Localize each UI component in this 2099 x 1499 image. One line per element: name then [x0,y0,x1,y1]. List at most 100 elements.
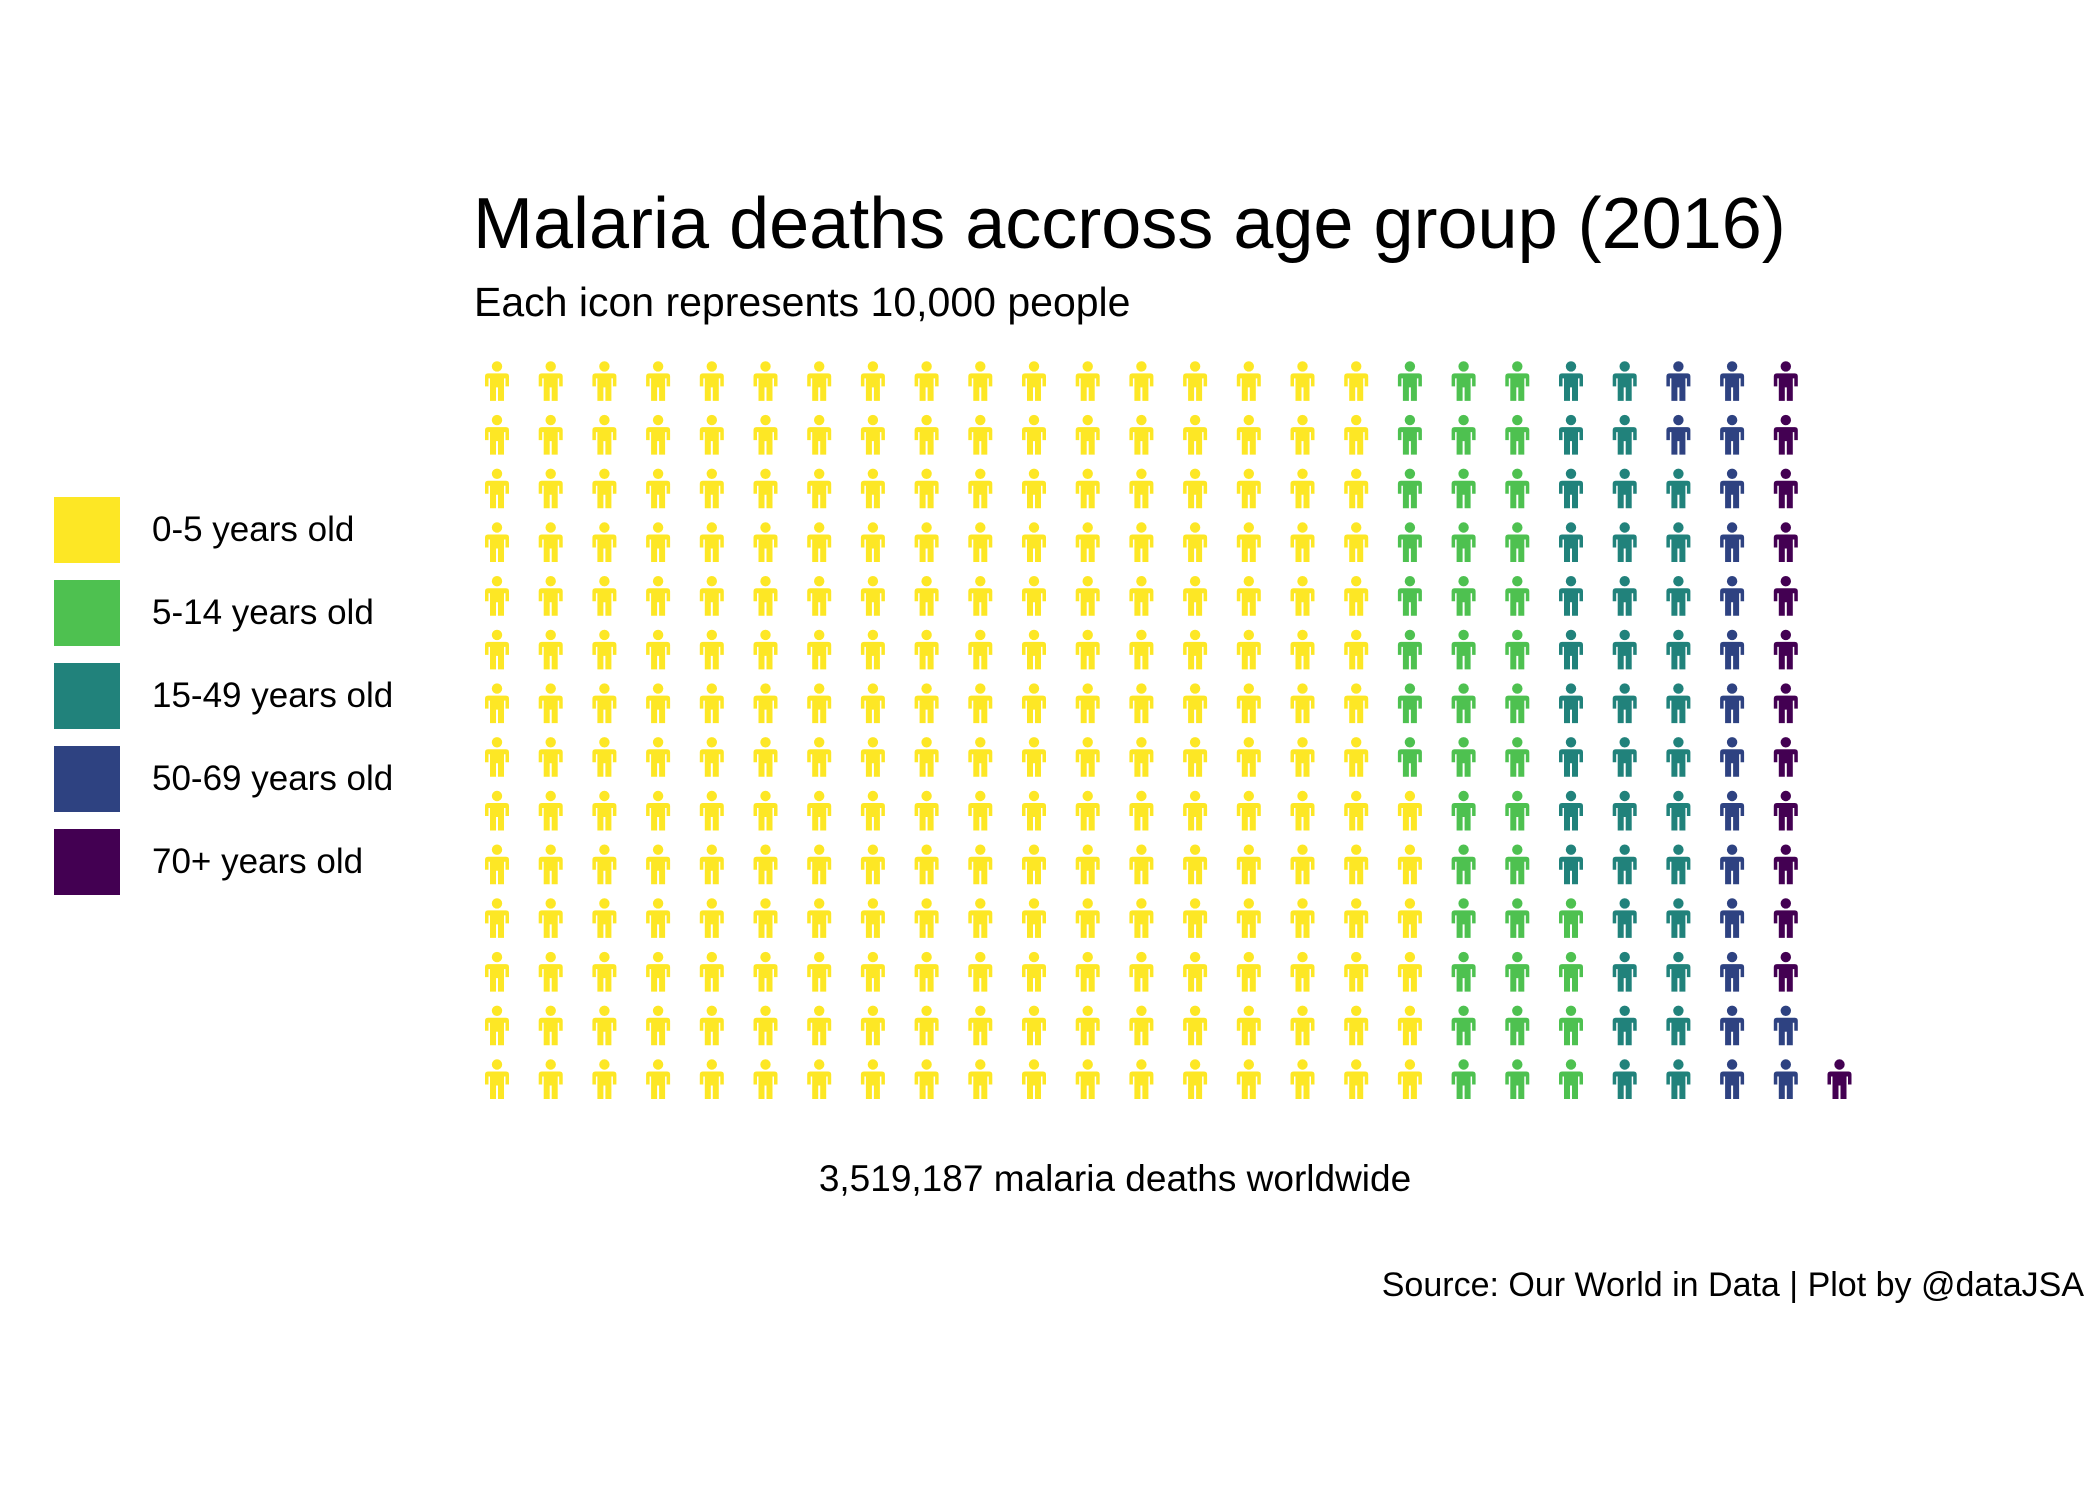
person-icon [807,468,832,509]
person-icon [1505,790,1530,831]
person-icon [914,414,939,455]
person-icon [1236,844,1261,885]
person-icon [1505,898,1530,938]
person-icon [1129,951,1154,992]
legend-swatch [54,580,120,646]
person-icon [1236,1059,1261,1099]
person-icon [485,414,509,455]
legend-label: 50-69 years old [152,759,394,798]
person-icon [1773,737,1798,777]
person-icon [1559,361,1583,401]
person-icon [699,951,724,992]
person-icon [1236,414,1261,455]
person-icon [485,844,509,885]
person-icon [1236,683,1261,724]
person-icon [914,844,939,885]
person-icon [1075,522,1100,562]
person-icon [1773,844,1798,885]
person-icon [485,361,509,401]
person-icon [914,576,939,616]
person-icon [860,468,885,509]
person-icon [1183,1005,1208,1046]
person-icon [1451,790,1476,831]
person-icon [1666,522,1691,562]
person-icon [538,468,563,509]
person-icon [968,361,993,401]
person-icon [1559,1005,1583,1046]
person-icon [1022,361,1046,401]
person-icon [1720,683,1745,724]
person-icon [1397,1005,1422,1046]
person-icon [485,629,509,670]
person-icon [646,1059,671,1099]
person-icon [1720,1059,1745,1099]
person-icon [1022,468,1046,509]
person-icon [1720,576,1745,616]
person-icon [1773,576,1798,616]
person-icon [1720,844,1745,885]
person-icon [1612,737,1637,777]
person-icon [1666,737,1691,777]
person-icon [1666,790,1691,831]
legend-swatch [54,663,120,729]
person-icon [1344,737,1369,777]
person-icon [1666,468,1691,509]
person-icon [1559,468,1583,509]
person-icon [1022,1005,1046,1046]
person-icon [968,522,993,562]
person-icon [914,1005,939,1046]
person-icon [1827,1059,1852,1099]
person-icon [1612,1059,1637,1099]
person-icon [1773,522,1798,562]
person-icon [914,629,939,670]
person-icon [1505,844,1530,885]
person-icon [1397,844,1422,885]
person-icon [1451,951,1476,992]
person-icon [646,737,671,777]
person-icon [968,1005,993,1046]
person-icon [699,522,724,562]
person-icon [1720,629,1745,670]
person-icon [1022,737,1046,777]
person-icon [485,737,509,777]
person-icon [1290,361,1315,401]
person-icon [860,737,885,777]
person-icon [538,951,563,992]
person-icon [807,844,832,885]
person-icon [1612,790,1637,831]
person-icon [860,1059,885,1099]
person-icon [1290,844,1315,885]
person-icon [1397,576,1422,616]
person-icon [1720,361,1745,401]
person-icon [538,629,563,670]
person-icon [538,1005,563,1046]
person-icon [753,522,778,562]
person-icon [968,414,993,455]
person-icon [1612,576,1637,616]
person-icon [1129,790,1154,831]
person-icon [1666,361,1691,401]
person-icon [538,576,563,616]
person-icon [1397,683,1422,724]
person-icon [1236,737,1261,777]
person-icon [1451,576,1476,616]
person-icon [753,468,778,509]
person-icon [1129,522,1154,562]
person-icon [1720,1005,1745,1046]
person-icon [1612,361,1637,401]
person-icon [592,951,617,992]
person-icon [1344,1059,1369,1099]
person-icon [1612,844,1637,885]
person-icon [1075,414,1100,455]
person-icon [1559,844,1583,885]
person-icon [1183,468,1208,509]
person-icon [699,737,724,777]
person-icon [592,737,617,777]
person-icon [592,1059,617,1099]
person-icon [807,576,832,616]
person-icon [592,361,617,401]
person-icon [1612,683,1637,724]
person-icon [1290,576,1315,616]
person-icon [968,737,993,777]
person-icon [485,522,509,562]
